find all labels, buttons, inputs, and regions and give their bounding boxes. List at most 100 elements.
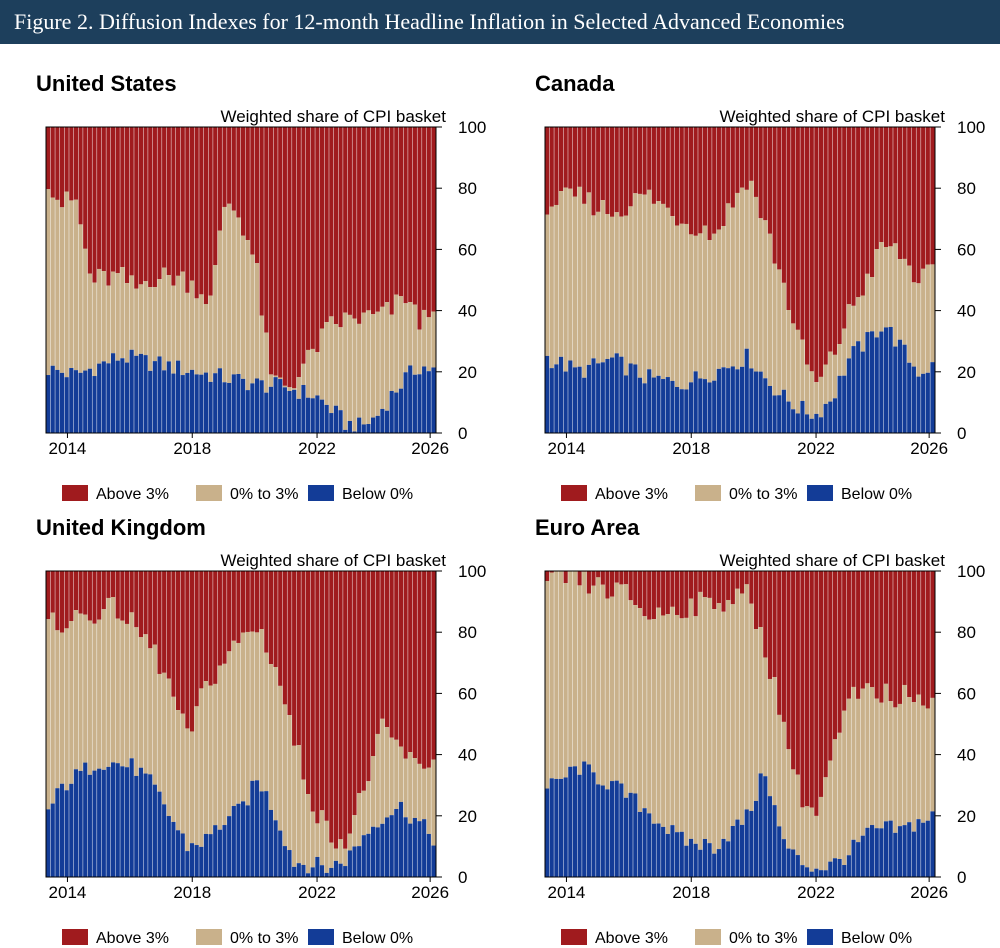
legend-swatch (561, 929, 587, 945)
bar-below-0pct (888, 820, 893, 877)
bar-0-to-3pct (628, 206, 633, 364)
bar-0-to-3pct (693, 616, 698, 844)
bar-above-3pct (879, 127, 884, 243)
bar-below-0pct (143, 355, 148, 433)
bar-below-0pct (911, 831, 916, 877)
bar-above-3pct (217, 571, 222, 666)
bar-above-3pct (59, 571, 65, 633)
bar-above-3pct (412, 571, 417, 759)
bar-below-0pct (865, 332, 870, 433)
bar-above-3pct (865, 571, 870, 684)
bar-0-to-3pct (426, 767, 431, 834)
x-tick-label: 2026 (411, 883, 449, 902)
bar-above-3pct (749, 571, 754, 604)
bar-above-3pct (772, 127, 777, 264)
bar-above-3pct (591, 571, 596, 586)
y-tick-label: 20 (458, 363, 477, 382)
bar-below-0pct (860, 835, 865, 877)
bar-below-0pct (735, 369, 740, 433)
bar-0-to-3pct (893, 243, 898, 347)
bar-below-0pct (610, 357, 615, 433)
bar-below-0pct (273, 377, 278, 433)
bar-below-0pct (64, 790, 69, 877)
bar-below-0pct (712, 853, 717, 877)
bar-0-to-3pct (740, 593, 745, 825)
bar-0-to-3pct (162, 267, 167, 371)
bar-below-0pct (665, 377, 670, 433)
bar-0-to-3pct (329, 842, 334, 868)
bar-0-to-3pct (208, 295, 213, 382)
bar-below-0pct (614, 353, 619, 433)
bar-below-0pct (315, 395, 320, 433)
bar-below-0pct (842, 375, 847, 433)
bar-above-3pct (55, 571, 60, 631)
bar-below-0pct (758, 371, 763, 433)
bar-above-3pct (702, 127, 708, 226)
bar-above-3pct (106, 571, 111, 598)
bar-below-0pct (389, 815, 394, 877)
bar-above-3pct (138, 571, 144, 638)
bar-0-to-3pct (554, 204, 559, 365)
bar-above-3pct (371, 571, 376, 757)
bar-below-0pct (716, 849, 721, 877)
bar-below-0pct (879, 828, 884, 877)
x-tick-label: 2018 (173, 883, 211, 902)
bar-below-0pct (670, 380, 675, 433)
bar-above-3pct (619, 571, 624, 585)
bar-below-0pct (856, 341, 861, 433)
bar-below-0pct (740, 366, 745, 433)
bar-above-3pct (46, 127, 51, 190)
bar-below-0pct (707, 843, 712, 877)
bar-below-0pct (268, 386, 274, 433)
bar-above-3pct (763, 571, 768, 658)
bar-below-0pct (394, 809, 399, 877)
bar-below-0pct (157, 356, 162, 433)
bar-below-0pct (171, 373, 176, 433)
bar-0-to-3pct (162, 672, 167, 805)
bar-above-3pct (97, 127, 102, 269)
bar-above-3pct (333, 127, 339, 325)
bar-0-to-3pct (417, 763, 422, 822)
bar-below-0pct (227, 382, 232, 433)
plot-frame (45, 126, 437, 434)
bar-below-0pct (563, 777, 568, 877)
bar-below-0pct (115, 360, 120, 433)
bar-below-0pct (860, 351, 865, 433)
bar-0-to-3pct (577, 585, 582, 775)
bar-below-0pct (138, 353, 144, 433)
bar-0-to-3pct (73, 610, 79, 770)
bar-below-0pct (749, 368, 754, 433)
bar-0-to-3pct (582, 203, 587, 378)
bar-0-to-3pct (879, 702, 884, 829)
bar-above-3pct (874, 127, 879, 250)
bar-above-3pct (656, 127, 661, 202)
legend-swatch (62, 929, 88, 945)
bar-above-3pct (245, 571, 250, 632)
bar-below-0pct (730, 826, 735, 877)
bar-below-0pct (78, 770, 83, 877)
bar-below-0pct (69, 368, 74, 433)
bar-above-3pct (50, 127, 55, 198)
y-tick-label: 80 (957, 179, 976, 198)
bar-above-3pct (596, 571, 601, 578)
bar-0-to-3pct (921, 268, 926, 374)
bar-below-0pct (814, 413, 819, 433)
bar-0-to-3pct (227, 651, 232, 817)
bar-below-0pct (767, 385, 773, 433)
bar-below-0pct (199, 846, 204, 877)
bar-0-to-3pct (115, 273, 120, 361)
bar-below-0pct (921, 373, 926, 433)
bar-0-to-3pct (157, 279, 162, 357)
bar-above-3pct (661, 571, 666, 616)
bar-above-3pct (268, 127, 274, 375)
bar-above-3pct (384, 571, 390, 728)
x-tick-label: 2022 (298, 883, 336, 902)
bar-below-0pct (684, 389, 689, 433)
bar-0-to-3pct (628, 600, 633, 793)
bar-0-to-3pct (245, 240, 250, 391)
bar-below-0pct (730, 366, 735, 433)
bar-above-3pct (250, 127, 255, 255)
bar-below-0pct (670, 825, 675, 877)
bar-below-0pct (651, 377, 656, 433)
bar-below-0pct (236, 374, 241, 433)
